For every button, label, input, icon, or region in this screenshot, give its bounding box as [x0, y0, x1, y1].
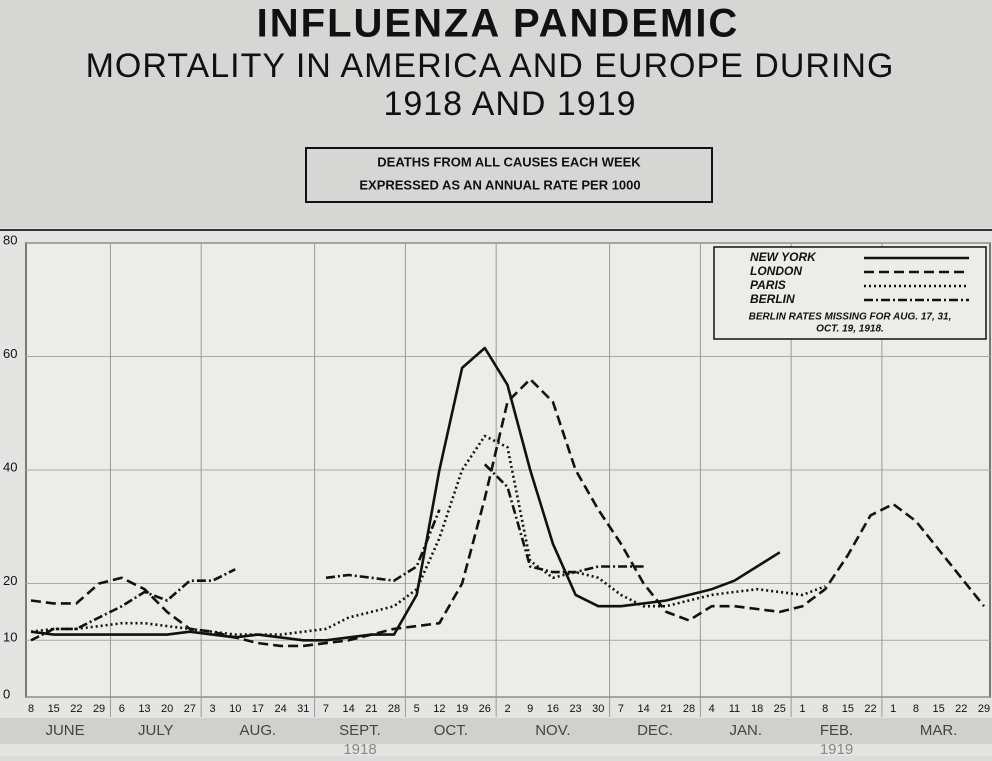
x-tick-label: 15 — [48, 703, 60, 715]
x-tick-label: 5 — [414, 703, 420, 715]
month-label: JUNE — [45, 722, 84, 739]
x-tick-label: 4 — [709, 703, 715, 715]
month-label: FEB. — [820, 722, 853, 739]
x-tick-label: 24 — [274, 703, 286, 715]
unit-label: EXPRESSED AS AN ANNUAL RATE PER 1000 — [359, 177, 640, 192]
x-tick-label: 23 — [569, 703, 581, 715]
series-line — [30, 377, 986, 648]
x-tick-label: 29 — [978, 703, 990, 715]
x-tick-label: 8 — [913, 703, 919, 715]
month-label: JAN. — [729, 722, 762, 739]
x-tick-label: 17 — [252, 703, 264, 715]
x-tick-label: 19 — [456, 703, 468, 715]
x-tick-label: 2 — [504, 703, 510, 715]
x-tick-label: 14 — [343, 703, 355, 715]
y-tick-label: 60 — [3, 346, 17, 361]
x-tick-label: 15 — [842, 703, 854, 715]
x-tick-label: 8 — [28, 703, 34, 715]
unit-label: DEATHS FROM ALL CAUSES EACH WEEK — [377, 154, 641, 169]
y-tick-label: 0 — [3, 686, 10, 701]
x-tick-label: 29 — [93, 703, 105, 715]
x-tick-label: 25 — [774, 703, 786, 715]
x-tick-label: 26 — [479, 703, 491, 715]
legend-label: PARIS — [750, 278, 786, 292]
y-tick-label: 20 — [3, 573, 17, 588]
series-line — [30, 346, 781, 642]
x-tick-label: 11 — [729, 703, 740, 715]
x-tick-label: 15 — [932, 703, 944, 715]
month-band — [0, 718, 992, 744]
month-label: DEC. — [637, 722, 673, 739]
month-label: AUG. — [240, 722, 277, 739]
year-label: 1919 — [820, 741, 853, 756]
x-tick-label: 30 — [592, 703, 604, 715]
legend-label: NEW YORK — [750, 250, 817, 264]
month-label: SEPT. — [339, 722, 381, 739]
x-tick-label: 12 — [433, 703, 445, 715]
series-line — [30, 434, 826, 636]
legend-box — [713, 246, 987, 340]
x-tick-label: 22 — [70, 703, 82, 715]
legend-label: LONDON — [750, 264, 802, 278]
month-label: NOV. — [535, 722, 570, 739]
year-label: 1918 — [343, 741, 376, 756]
x-tick-label: 28 — [388, 703, 400, 715]
subtitle: 1918 AND 1919 — [383, 85, 636, 123]
x-tick-label: 6 — [119, 703, 125, 715]
x-tick-label: 3 — [209, 703, 215, 715]
x-tick-label: 21 — [365, 703, 377, 715]
x-tick-label: 16 — [547, 703, 559, 715]
x-tick-label: 13 — [138, 703, 150, 715]
y-tick-label: 10 — [3, 630, 17, 645]
y-tick-label: 40 — [3, 459, 17, 474]
x-tick-label: 7 — [323, 703, 329, 715]
chart-title: INFLUENZA PANDEMIC — [257, 2, 740, 46]
x-tick-label: 31 — [297, 703, 309, 715]
x-tick-label: 21 — [660, 703, 672, 715]
legend-label: BERLIN — [750, 292, 795, 306]
subtitle: MORTALITY IN AMERICA AND EUROPE DURING — [86, 47, 895, 85]
x-tick-label: 22 — [955, 703, 967, 715]
x-tick-label: 27 — [184, 703, 196, 715]
x-tick-label: 1 — [890, 703, 896, 715]
y-tick-label: 80 — [3, 232, 17, 247]
month-label: JULY — [138, 722, 174, 739]
x-tick-label: 20 — [161, 703, 173, 715]
x-tick-label: 9 — [527, 703, 533, 715]
x-tick-label: 28 — [683, 703, 695, 715]
x-tick-label: 18 — [751, 703, 763, 715]
month-label: OCT. — [434, 722, 468, 739]
month-label: MAR. — [920, 722, 958, 739]
x-tick-label: 8 — [822, 703, 828, 715]
x-tick-label: 10 — [229, 703, 241, 715]
x-tick-label: 1 — [799, 703, 805, 715]
x-tick-label: 7 — [618, 703, 624, 715]
unit-box — [305, 147, 713, 203]
annotation: OCT. 19, 1918. — [816, 324, 884, 335]
annotation: BERLIN RATES MISSING FOR AUG. 17, 31, — [749, 312, 952, 323]
x-tick-label: 22 — [864, 703, 876, 715]
x-tick-label: 14 — [638, 703, 650, 715]
series-line — [30, 463, 644, 642]
header-band — [0, 0, 992, 228]
